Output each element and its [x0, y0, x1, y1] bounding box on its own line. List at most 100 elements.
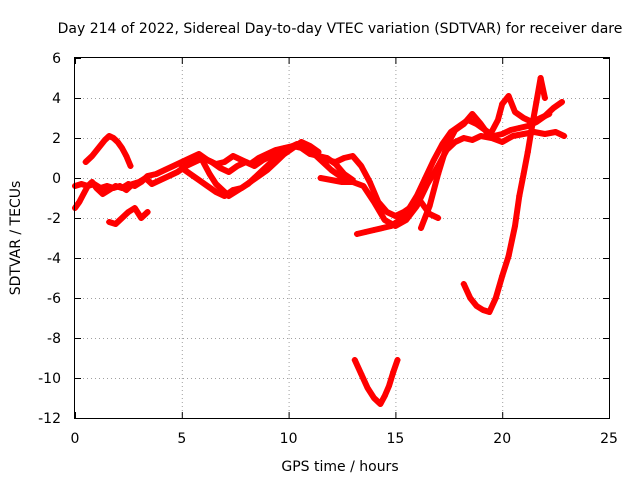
data-point: [112, 221, 119, 227]
data-point: [505, 253, 512, 259]
data-point: [114, 139, 121, 145]
data-point: [195, 151, 202, 157]
data-point: [435, 171, 442, 177]
data-point: [486, 309, 493, 315]
data-point: [349, 179, 356, 185]
data-point: [101, 137, 108, 143]
data-point: [238, 185, 245, 191]
data-point: [106, 219, 113, 225]
data-point: [494, 117, 501, 123]
data-point: [469, 137, 476, 143]
data-point: [84, 183, 91, 189]
data-point: [430, 157, 437, 163]
data-point: [499, 273, 506, 279]
data-point: [221, 159, 228, 165]
data-point: [349, 153, 356, 159]
data-point: [339, 179, 345, 185]
series-line: [418, 93, 553, 231]
data-point: [255, 155, 262, 161]
data-point: [520, 131, 527, 137]
x-tick-label: 25: [600, 431, 618, 447]
data-point: [388, 223, 395, 229]
data-point: [385, 383, 392, 389]
data-point: [403, 217, 410, 223]
data-point: [161, 167, 168, 173]
data-point: [125, 209, 132, 215]
data-point: [460, 281, 467, 287]
data-point: [106, 187, 113, 193]
data-point: [123, 153, 130, 159]
data-point: [178, 159, 185, 165]
data-point: [212, 181, 219, 187]
data-point: [76, 199, 83, 205]
y-tick-label: -6: [47, 291, 61, 307]
data-point: [264, 151, 271, 157]
data-point: [469, 111, 476, 117]
data-point: [392, 213, 399, 219]
data-point: [200, 159, 207, 165]
axis-ticks: [75, 58, 610, 419]
data-point: [277, 151, 284, 157]
data-point: [435, 215, 442, 221]
data-point: [170, 163, 177, 169]
data-point: [328, 177, 335, 183]
grid-lines: [75, 58, 609, 418]
data-point: [89, 179, 96, 185]
data-point: [381, 217, 388, 223]
data-point: [546, 111, 553, 117]
data-point: [232, 189, 239, 195]
data-point: [118, 145, 125, 151]
data-point: [364, 385, 371, 391]
data-point: [499, 101, 506, 107]
data-point: [131, 183, 138, 189]
data-point: [426, 203, 433, 209]
plot-frame: [74, 57, 610, 419]
data-point: [178, 165, 185, 171]
data-point: [379, 225, 386, 231]
data-point: [533, 99, 540, 105]
data-point: [99, 191, 106, 197]
data-point: [467, 295, 474, 301]
data-point: [394, 357, 401, 363]
data-point: [78, 181, 85, 187]
data-point: [187, 171, 194, 177]
data-point: [492, 295, 499, 301]
data-point: [443, 143, 450, 149]
data-point: [144, 173, 151, 179]
data-point: [212, 189, 219, 195]
data-point: [264, 163, 271, 169]
data-point: [452, 127, 459, 133]
x-tick-label: 20: [493, 431, 511, 447]
data-point: [315, 149, 322, 155]
series-track-3: [82, 133, 134, 169]
series-track-12: [460, 75, 548, 315]
data-point: [306, 151, 313, 157]
data-point: [512, 223, 519, 229]
data-point: [507, 127, 514, 133]
data-point: [473, 303, 480, 309]
data-point: [550, 105, 557, 111]
data-point: [405, 207, 412, 213]
data-point: [298, 145, 305, 151]
data-point: [230, 153, 237, 159]
series-track-11: [351, 357, 401, 407]
data-point: [298, 139, 305, 145]
data-point: [332, 159, 339, 165]
data-point: [144, 209, 151, 215]
data-point: [148, 181, 155, 187]
data-point: [541, 95, 548, 101]
data-point: [138, 179, 145, 185]
data-point: [351, 357, 358, 363]
data-point: [559, 99, 566, 105]
y-tick-label: 0: [52, 171, 61, 187]
data-point: [245, 181, 252, 187]
data-point: [486, 133, 493, 139]
data-point: [383, 209, 390, 215]
data-point: [452, 139, 459, 145]
x-tick-label: 15: [386, 431, 404, 447]
data-point: [270, 157, 277, 163]
data-point: [165, 173, 172, 179]
x-tick-label: 5: [177, 431, 186, 447]
data-point: [460, 121, 467, 127]
data-point: [396, 217, 403, 223]
